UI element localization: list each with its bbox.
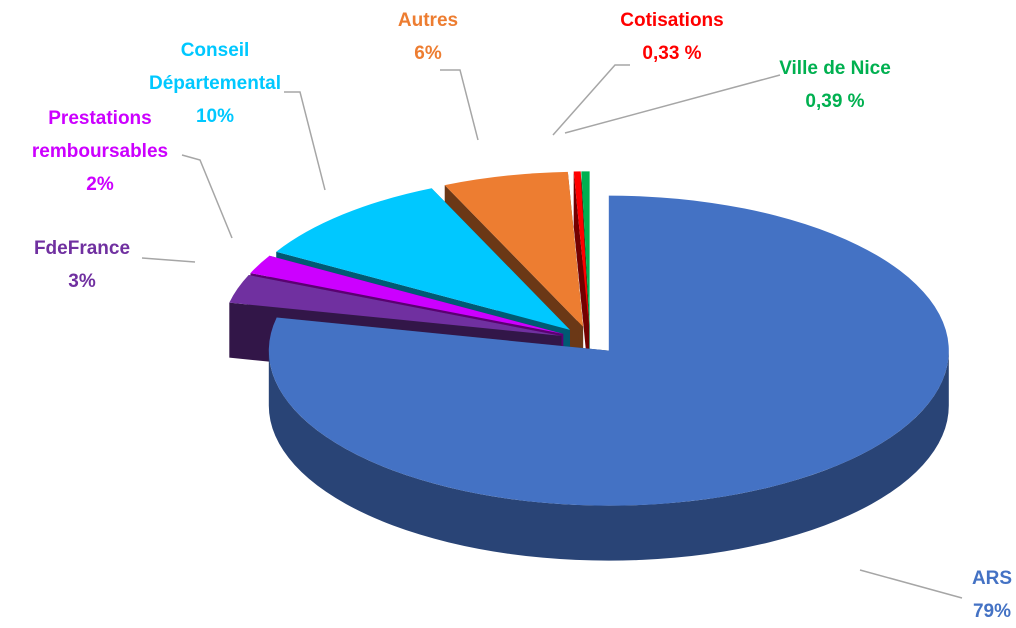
leader-line xyxy=(284,91,326,191)
leader-line xyxy=(552,64,630,136)
label-name: Autres xyxy=(397,10,459,31)
label-value: 3% xyxy=(68,271,96,292)
data-label: Cotisations 0,33 % xyxy=(602,4,742,70)
slice xyxy=(444,171,584,327)
label-value: 10% xyxy=(195,106,235,127)
slice xyxy=(276,188,570,330)
slice xyxy=(268,195,949,506)
label-value: 0,39 % xyxy=(805,91,865,112)
label-name: Cotisations xyxy=(620,10,724,31)
data-label: Autres 6% xyxy=(378,4,478,70)
label-value: 79% xyxy=(972,601,1012,622)
slice xyxy=(250,255,564,334)
slice xyxy=(573,171,589,327)
leader-line xyxy=(141,257,196,263)
leader-line xyxy=(440,69,479,141)
label-name: ARS xyxy=(971,568,1013,589)
slice xyxy=(229,275,562,336)
label-value: 0,33 % xyxy=(642,43,702,64)
label-name: Ville de Nice xyxy=(779,58,891,79)
label-value: 2% xyxy=(86,174,114,195)
label-name: Prestations remboursables xyxy=(31,108,169,162)
label-name: Conseil Départemental xyxy=(149,40,281,94)
leader-line xyxy=(859,569,963,599)
leader-line xyxy=(564,74,781,134)
data-label: Prestations remboursables 2% xyxy=(10,102,190,201)
pie xyxy=(229,171,949,561)
slice-wall xyxy=(573,171,589,382)
leader-line xyxy=(181,154,233,239)
data-label: FdeFrance 3% xyxy=(7,232,157,298)
data-label: Conseil Départemental 10% xyxy=(140,34,290,133)
data-label: Ville de Nice 0,39 % xyxy=(755,52,915,118)
data-label: ARS 79% xyxy=(952,562,1016,628)
slice-side xyxy=(268,350,949,561)
label-value: 6% xyxy=(414,43,442,64)
slice xyxy=(581,171,590,327)
label-name: FdeFrance xyxy=(33,238,131,259)
